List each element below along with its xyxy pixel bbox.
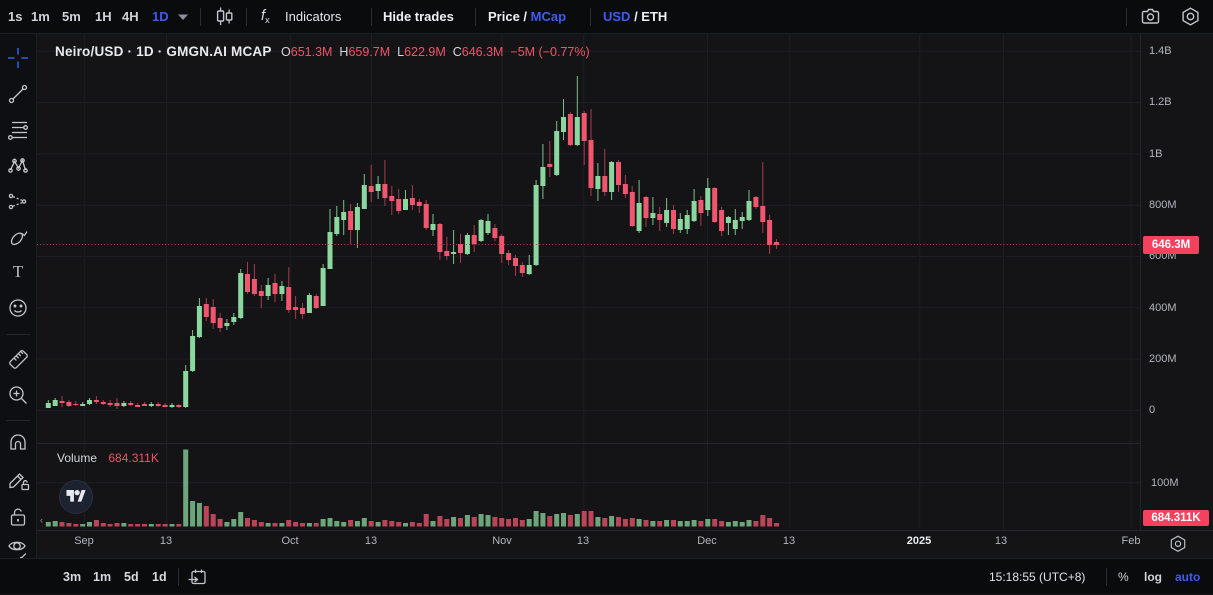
svg-text:T: T	[13, 262, 24, 281]
svg-text:‹: ‹	[40, 515, 43, 525]
